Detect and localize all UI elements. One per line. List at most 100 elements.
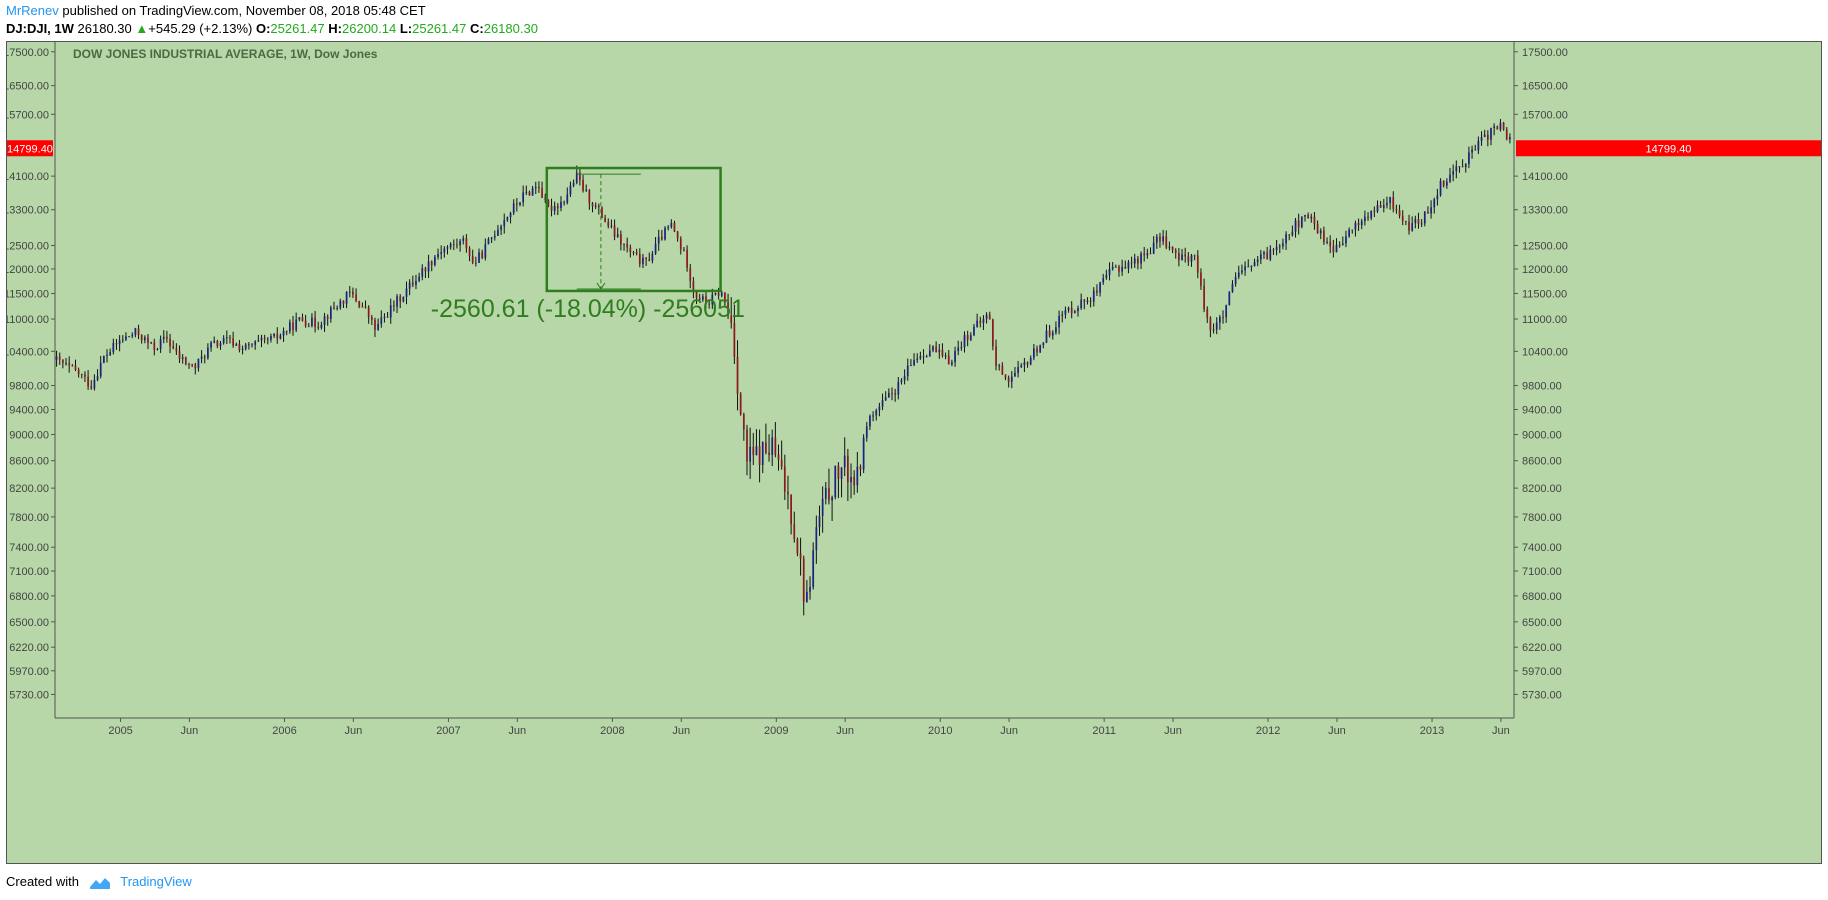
candle-body [301,317,304,321]
candle-body [515,203,518,205]
candle [856,451,859,493]
chart-svg[interactable]: DOW JONES INDUSTRIAL AVERAGE, 1W, Dow Jo… [3,42,1821,863]
candle-body [153,342,156,350]
candle-body [695,291,698,298]
candle-body [147,337,149,343]
candle [1364,210,1366,226]
candle-body [1190,255,1193,262]
candle [263,334,266,344]
candle-body [1338,244,1341,246]
candle [1338,241,1341,248]
candle [1449,167,1451,183]
y-tick-label-right: 12000.00 [1522,264,1568,276]
candle [449,242,452,250]
candle-body [1231,283,1234,293]
y-tick-label-left: 7100.00 [9,566,49,578]
candle-body [1509,136,1511,140]
candle [1190,253,1193,267]
candle [169,333,171,354]
candle [301,313,304,322]
candle-body [1282,243,1284,247]
candle [733,304,736,365]
candle [705,290,707,309]
candle [714,292,717,296]
candle-body [1203,285,1205,310]
candle-body [1392,197,1395,209]
candle-body [815,527,818,551]
candle [1092,287,1095,307]
candle [1490,127,1492,146]
candle [1420,219,1423,227]
candle-body [1121,266,1124,272]
candle-body [364,306,367,308]
tradingview-link[interactable]: TradingView [120,874,192,889]
candle-body [1411,223,1414,231]
candle [1445,178,1448,189]
candle-body [1159,236,1161,242]
candle [254,340,257,350]
candle-body [459,240,461,246]
candle [497,224,499,236]
candle-body [607,221,610,227]
candle [1045,324,1048,344]
candle [1051,330,1054,340]
candle [1345,230,1347,248]
candle [1200,268,1202,290]
candle [478,248,480,263]
candle [922,349,925,364]
candle-body [71,365,74,367]
annotation-layer: -2560.61 (-18.04%) -256051 [431,166,745,323]
candle-body [65,363,67,365]
candle [834,465,837,500]
candle [1392,191,1395,213]
candle [881,393,884,411]
candle [1102,273,1105,285]
y-tick-label-left: 10400.00 [7,346,49,358]
candle-body [875,410,878,416]
measure-box[interactable] [545,166,722,293]
candle [506,216,509,222]
author-link[interactable]: MrRenev [6,3,59,18]
candle-body [642,257,644,265]
candle [323,312,326,332]
candle [295,312,298,333]
candle [900,378,903,385]
candle [550,198,553,217]
candle [62,359,64,369]
candle-body [787,491,789,495]
candle [1121,259,1124,276]
candle [957,340,960,356]
candle-body [213,340,216,343]
candle [947,350,950,365]
candle [906,358,909,381]
y-tick-label-left: 8600.00 [9,456,49,468]
x-tick-label: Jun [836,725,854,737]
candle-body [1332,246,1335,253]
candle [569,181,572,197]
candle [1137,255,1139,270]
candle [1288,234,1291,241]
candle-body [55,356,58,360]
candle [1133,253,1136,268]
candle [1196,250,1199,279]
chart-frame[interactable]: DOW JONES INDUSTRIAL AVERAGE, 1W, Dow Jo… [3,41,1822,864]
candle [314,310,316,333]
y-tick-label-right: 7800.00 [1522,512,1562,524]
candle-body [355,294,357,302]
candle-body [1259,254,1262,260]
candle-body [244,344,247,349]
candle-body [1225,305,1228,318]
candle [846,448,849,501]
candle [1294,217,1297,238]
candle [988,311,991,320]
candle-body [724,292,726,303]
candle [758,429,761,483]
candle-body [976,320,978,327]
candle [1464,163,1467,173]
candle [1165,230,1168,250]
x-tick-label: Jun [1492,725,1510,737]
y-tick-label-right: 8200.00 [1522,483,1562,495]
candle [1206,306,1209,324]
candle [424,266,427,279]
candle [462,235,465,245]
